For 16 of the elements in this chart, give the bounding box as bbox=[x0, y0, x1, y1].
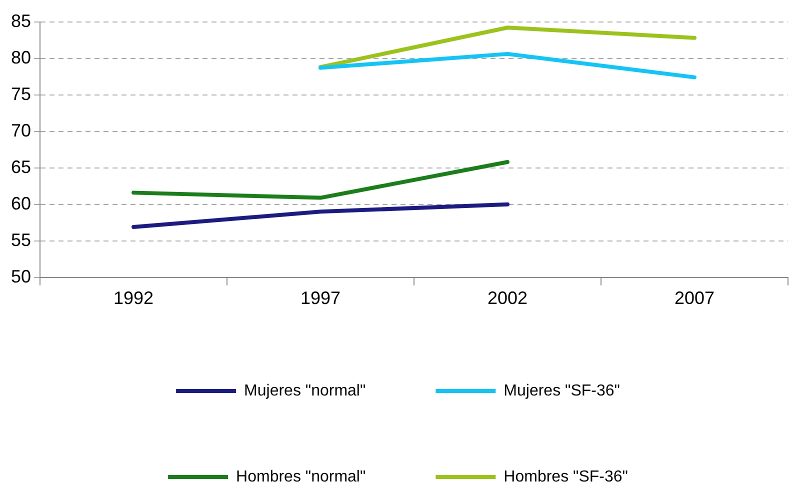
x-tick-label: 1992 bbox=[113, 288, 154, 308]
y-tick-label: 70 bbox=[10, 120, 32, 140]
legend-label: Hombres "normal" bbox=[236, 468, 366, 486]
legend-label: Mujeres "normal" bbox=[244, 382, 366, 400]
x-tick-label: 2002 bbox=[487, 288, 528, 308]
y-tick-label: 85 bbox=[10, 10, 32, 31]
y-tick-label: 55 bbox=[10, 230, 32, 250]
y-tick-label: 65 bbox=[10, 156, 32, 177]
x-tick-label: 2007 bbox=[674, 288, 715, 308]
y-tick-label: 80 bbox=[10, 47, 32, 68]
legend-label: Mujeres "SF-36" bbox=[504, 382, 620, 400]
y-tick-label: 50 bbox=[10, 266, 32, 286]
y-tick-label: 75 bbox=[10, 84, 32, 104]
legend-label: Hombres "SF-36" bbox=[504, 468, 628, 486]
x-tick-label: 1997 bbox=[300, 288, 341, 308]
y-tick-label: 60 bbox=[10, 193, 32, 214]
